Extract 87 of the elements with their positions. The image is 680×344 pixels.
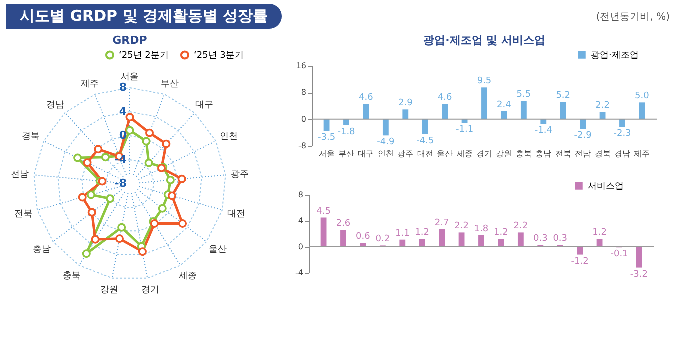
legend-label: ‘25년 3분기 bbox=[194, 51, 244, 62]
data-label: 2.9 bbox=[398, 98, 414, 109]
x-tick-label: 충북 bbox=[516, 150, 532, 158]
x-tick-label: 경남 bbox=[614, 150, 630, 158]
x-tick-label: 제주 bbox=[634, 150, 650, 158]
x-tick-label: 대구 bbox=[358, 150, 374, 158]
spoke-label: 인천 bbox=[220, 132, 238, 142]
data-label: 1.2 bbox=[494, 228, 508, 238]
spoke-label: 제주 bbox=[81, 80, 100, 90]
data-label: -2.3 bbox=[614, 129, 632, 139]
spoke-label: 충남 bbox=[32, 244, 51, 255]
data-label: 2.2 bbox=[454, 222, 469, 232]
spoke-label: 강원 bbox=[100, 286, 119, 296]
y-tick-label: 0 bbox=[298, 242, 304, 252]
legend-label: ‘25년 2분기 bbox=[119, 51, 169, 62]
data-label: 9.5 bbox=[477, 76, 492, 87]
legend-label: 서비스업 bbox=[588, 182, 624, 192]
y-tick-label: -4 bbox=[296, 268, 304, 278]
y-tick-label: 0 bbox=[301, 114, 306, 124]
chart-title: GRDP bbox=[112, 34, 148, 47]
spoke-label: 경북 bbox=[22, 132, 40, 142]
spoke-label: 세종 bbox=[179, 271, 198, 282]
x-tick-label: 울산 bbox=[437, 150, 454, 158]
data-label: 5.2 bbox=[556, 91, 571, 101]
data-label: 1.2 bbox=[415, 228, 430, 238]
data-label: 2.4 bbox=[497, 100, 512, 110]
spoke-label: 대전 bbox=[227, 209, 246, 220]
y-tick-label: -8 bbox=[114, 177, 127, 190]
x-tick-label: 부산 bbox=[338, 150, 354, 158]
x-tick-label: 인천 bbox=[378, 150, 394, 158]
x-tick-label: 광주 bbox=[398, 150, 414, 158]
text: 시도별 GRDP 및 경제활동별 성장률 bbox=[6, 4, 282, 29]
x-tick-label: 충남 bbox=[536, 150, 552, 158]
spoke-label: 울산 bbox=[209, 244, 228, 255]
x-tick-label: 전북 bbox=[555, 150, 572, 158]
spoke-label: 경남 bbox=[46, 100, 65, 111]
data-label: 2.2 bbox=[514, 222, 528, 232]
data-label: -4.5 bbox=[416, 136, 434, 146]
x-tick-label: 세종 bbox=[456, 150, 473, 158]
data-label: -0.1 bbox=[610, 250, 628, 260]
spoke-label: 대구 bbox=[195, 100, 214, 111]
data-label: 4.5 bbox=[316, 206, 331, 217]
x-tick-label: 경북 bbox=[594, 150, 611, 158]
data-label: -1.1 bbox=[456, 125, 474, 135]
data-label: -2.9 bbox=[574, 131, 592, 141]
data-label: 0.6 bbox=[356, 232, 371, 242]
y-tick-label: 8 bbox=[298, 190, 304, 200]
data-label: 2.7 bbox=[434, 218, 450, 228]
chart-title: 광업·제조업 및 서비스업 bbox=[424, 34, 546, 47]
y-tick-label: 4 bbox=[119, 105, 128, 118]
spoke-label: 부산 bbox=[160, 80, 179, 90]
spoke-label: 경기 bbox=[141, 286, 160, 296]
y-tick-label: -8 bbox=[298, 142, 306, 150]
data-label: -4.9 bbox=[377, 138, 395, 148]
text: (전년동기비, %) bbox=[596, 11, 670, 24]
data-label: -3.5 bbox=[318, 133, 336, 143]
data-label: 1.2 bbox=[592, 228, 607, 238]
spoke-label: 전남 bbox=[10, 170, 29, 180]
spoke-label: 서울 bbox=[121, 72, 139, 82]
data-label: -3.2 bbox=[630, 270, 648, 280]
data-label: -1.2 bbox=[571, 256, 589, 267]
y-tick-label: 8 bbox=[119, 81, 127, 94]
data-label: 0.3 bbox=[553, 234, 568, 244]
data-label: -1.4 bbox=[534, 126, 553, 136]
data-label: 4.6 bbox=[438, 93, 452, 103]
data-label: 0.3 bbox=[533, 234, 548, 244]
y-tick-label: 8 bbox=[301, 88, 306, 98]
data-label: 4.6 bbox=[359, 93, 374, 103]
data-label: 0.2 bbox=[376, 234, 390, 245]
x-tick-label: 경기 bbox=[476, 150, 492, 158]
spoke-label: 전북 bbox=[14, 209, 33, 220]
x-tick-label: 서울 bbox=[318, 150, 335, 158]
y-tick-label: 4 bbox=[298, 216, 304, 226]
y-tick-label: 16 bbox=[296, 62, 306, 70]
data-label: -1.8 bbox=[338, 127, 356, 138]
spoke-label: 광주 bbox=[231, 170, 250, 180]
x-tick-label: 전남 bbox=[575, 150, 592, 158]
data-label: 5.5 bbox=[516, 90, 532, 100]
legend-label: 광업·제조업 bbox=[591, 51, 639, 61]
data-label: 5.0 bbox=[635, 92, 650, 102]
data-label: 2.6 bbox=[336, 219, 351, 230]
spoke-label: 충북 bbox=[62, 271, 81, 282]
data-label: 1.8 bbox=[474, 224, 489, 234]
x-tick-label: 강원 bbox=[496, 150, 512, 158]
data-label: 1.1 bbox=[395, 228, 410, 239]
data-label: 2.2 bbox=[596, 101, 610, 111]
x-tick-label: 대전 bbox=[417, 150, 434, 158]
